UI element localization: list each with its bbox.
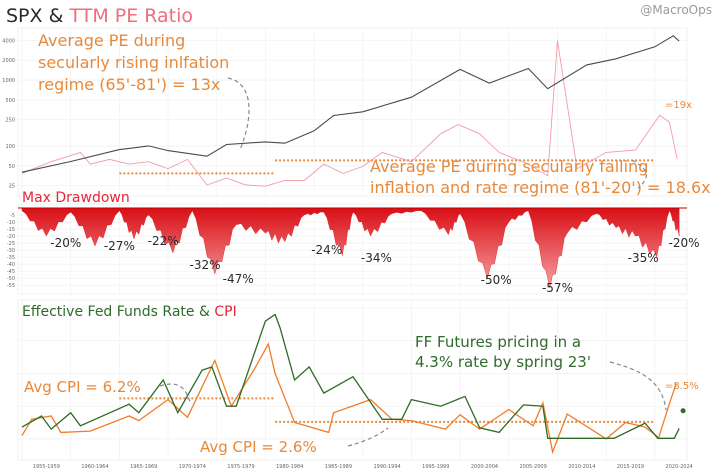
x-tick-label: 1960-1964: [81, 464, 108, 470]
panel1-y-ticks: 4000 2000 1000 500 250 100 50 25: [2, 38, 15, 189]
drawdown-label: -35%: [628, 251, 659, 265]
y-tick-label: 250: [5, 118, 15, 124]
panel2-frame: [17, 203, 688, 295]
x-tick-label: 2005-2009: [520, 464, 547, 470]
y-tick-label: -30: [7, 248, 15, 254]
y-tick-label: -25: [7, 241, 15, 247]
x-tick-label: 2020-2024: [666, 464, 693, 470]
drawdown-label: -50%: [481, 273, 512, 287]
panel3-x-ticks: 1955-1959 1960-1964 1965-1969 1970-1974 1975…: [33, 464, 693, 470]
y-tick-label: 1000: [2, 78, 15, 84]
watermark: @MacroOps: [640, 3, 712, 17]
panel3-frame: [17, 299, 688, 461]
panel3-title-ff: Effective Fed Funds Rate &: [22, 304, 214, 320]
y-tick-label: -45: [7, 269, 15, 275]
drawdown-label: -24%: [311, 243, 342, 257]
x-tick-label: 1975-1979: [227, 464, 254, 470]
ff-annotation-line2: 4.3% rate by spring 23': [415, 353, 591, 371]
y-tick-label: -35: [7, 255, 15, 261]
drawdown-label: -57%: [542, 281, 573, 295]
pe-annotation-1-arrow: [227, 77, 250, 151]
pe-annotation-2-line1: Average PE during secularly falling: [370, 157, 648, 176]
current-pe-label: =19x: [665, 100, 692, 111]
drawdown-label: -34%: [361, 251, 392, 265]
pe-annotation-1-line2: secularly rising inlfation: [38, 53, 229, 72]
drawdown-label: -27%: [104, 239, 135, 253]
panel3-title-cpi: CPI: [214, 304, 236, 320]
panel1-title-pe: TTM PE Ratio: [68, 5, 193, 27]
x-tick-label: 1990-1994: [373, 464, 400, 470]
drawdown-label: -32%: [190, 258, 221, 272]
y-tick-label: 50: [9, 164, 15, 170]
panel2-y-ticks: -5-10-15-20-25-30-35-40-45-50-55: [7, 213, 15, 289]
y-tick-label: 25: [9, 184, 15, 190]
pe-annotation-2-line2: inflation and rate regime (81'-20') = 18…: [370, 178, 711, 197]
ff-futures-point: [680, 408, 686, 414]
drawdown-label: -20%: [669, 236, 700, 250]
x-tick-label: 1995-1999: [422, 464, 449, 470]
panel2-title: Max Drawdown: [22, 190, 130, 206]
drawdown-labels: -20% -27% -22% -32%-47% -24% -34% -50% -57% -35%…: [50, 234, 699, 295]
y-tick-label: -40: [7, 262, 15, 268]
cpi-line: [21, 342, 677, 455]
panel3-title: Effective Fed Funds Rate & CPI: [22, 304, 237, 320]
pe-annotation-1-line3: regime (65'-81') = 13x: [38, 75, 220, 94]
ff-annotation-line1: FF Futures pricing in a: [415, 333, 581, 351]
y-tick-label: -10: [7, 220, 15, 226]
x-tick-label: 1965-1969: [130, 464, 157, 470]
pe-ratio-line: [21, 40, 678, 187]
y-tick-label: 4000: [2, 38, 15, 44]
y-tick-label: -15: [7, 227, 15, 233]
y-tick-label: -50: [7, 276, 15, 282]
spx-line: [21, 35, 680, 173]
x-tick-label: 1955-1959: [33, 464, 60, 470]
y-tick-label: -5: [10, 213, 15, 219]
ff-annotation-arrow: [609, 361, 667, 411]
current-cpi-label: =8.5%: [665, 381, 699, 392]
x-tick-label: 1970-1974: [179, 464, 206, 470]
drawdown-label: -47%: [223, 272, 254, 286]
y-tick-label: 2000: [2, 58, 15, 64]
panel1-title: SPX & TTM PE Ratio: [6, 5, 193, 27]
panel1-grid: [18, 28, 687, 196]
y-tick-label: 100: [5, 144, 15, 150]
y-tick-label: 500: [5, 98, 15, 104]
avg-cpi-2-label: Avg CPI = 2.6%: [200, 438, 317, 456]
x-tick-label: 2010-2014: [568, 464, 595, 470]
pe-annotation-1-line1: Average PE during: [38, 31, 185, 50]
panel3-series: [21, 313, 686, 455]
panel1-title-spx: SPX &: [6, 5, 69, 27]
drawdown-label: -22%: [148, 234, 179, 248]
drawdown-area-path: [21, 207, 680, 289]
avg-cpi-1-arrow: [159, 383, 191, 403]
fed-funds-line: [21, 313, 680, 439]
x-tick-label: 2015-2019: [617, 464, 644, 470]
x-tick-label: 2000-2004: [471, 464, 498, 470]
avg-cpi-1-label: Avg CPI = 6.2%: [24, 378, 141, 396]
drawdown-label: -20%: [50, 236, 81, 250]
panel1-frame: [17, 27, 688, 197]
x-tick-label: 1985-1989: [325, 464, 352, 470]
y-tick-label: -20: [7, 234, 15, 240]
x-tick-label: 1980-1984: [276, 464, 303, 470]
panel1-series: [21, 35, 680, 187]
y-tick-label: -55: [7, 283, 15, 289]
drawdown-area: [18, 207, 687, 289]
